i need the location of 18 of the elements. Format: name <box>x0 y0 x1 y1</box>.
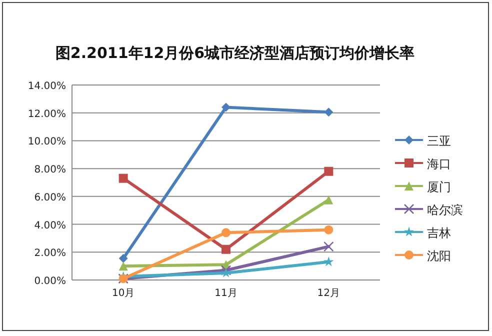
y-tick-label: 8.00% <box>34 164 66 176</box>
legend-label: 厦门 <box>427 180 451 194</box>
x-tick-label: 11月 <box>214 288 238 299</box>
y-tick-label: 2.00% <box>34 248 66 260</box>
y-tick-label: 12.00% <box>28 108 66 120</box>
y-tick-label: 14.00% <box>28 81 66 92</box>
y-tick-label: 6.00% <box>34 192 66 204</box>
y-tick-label: 0.00% <box>34 276 66 287</box>
x-tick-label: 12月 <box>317 288 340 299</box>
x-tick-label: 10月 <box>112 288 135 299</box>
y-tick-label: 10.00% <box>28 136 66 148</box>
legend-label: 三亚 <box>427 134 451 148</box>
legend-label: 沈阳 <box>427 249 451 263</box>
y-tick-label: 4.00% <box>34 220 66 232</box>
legend-label: 哈尔滨 <box>427 203 463 217</box>
chart-title: 图2.2011年12月份6城市经济型酒店预订均价增长率 <box>55 44 415 62</box>
legend-label: 吉林 <box>427 226 451 240</box>
legend-label: 海口 <box>427 157 451 171</box>
